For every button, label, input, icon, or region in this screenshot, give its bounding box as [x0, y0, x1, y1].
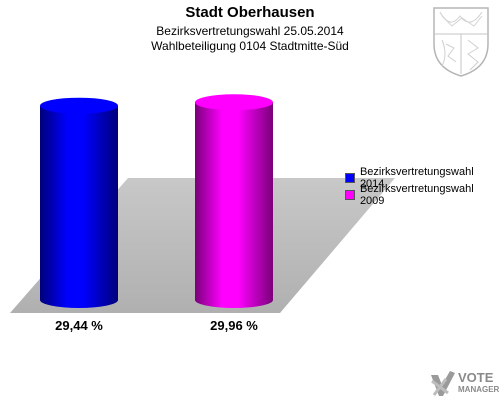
bar-top	[40, 97, 118, 114]
legend-swatch-2009	[345, 190, 355, 200]
chart-title: Stadt Oberhausen	[185, 4, 315, 21]
bar-2009	[195, 94, 273, 308]
legend-item-2014: Bezirksvertretungswahl 2014	[345, 166, 500, 190]
brand-name-line2: MANAGER	[458, 385, 500, 394]
bar-top	[195, 94, 273, 111]
bar-body	[40, 105, 118, 308]
legend-label-2014: Bezirksvertretungswahl 2014	[359, 166, 474, 190]
value-label-2014: 29,44 %	[55, 318, 103, 333]
chart-legend: Bezirksvertretungswahl 2014 Bezirksvertr…	[345, 166, 500, 207]
value-label-2009: 29,96 %	[210, 318, 258, 333]
nrw-coat-of-arms-icon	[433, 7, 489, 77]
vote-manager-logo-icon	[431, 371, 455, 396]
legend-label-2009: Bezirksvertretungswahl 2009	[359, 183, 474, 207]
chart-subtitle-election: Bezirksvertretungswahl 25.05.2014	[156, 24, 344, 38]
legend-swatch-2014	[345, 173, 355, 183]
bar-body	[195, 102, 273, 308]
legend-item-2009: Bezirksvertretungswahl 2009	[345, 183, 500, 207]
bar-2014	[40, 97, 118, 308]
brand-name-line1: VOTE	[458, 370, 494, 385]
chart-subtitle-district: Wahlbeteiligung 0104 Stadtmitte-Süd	[151, 39, 349, 53]
vote-manager-brand: VOTE MANAGER	[428, 368, 500, 400]
